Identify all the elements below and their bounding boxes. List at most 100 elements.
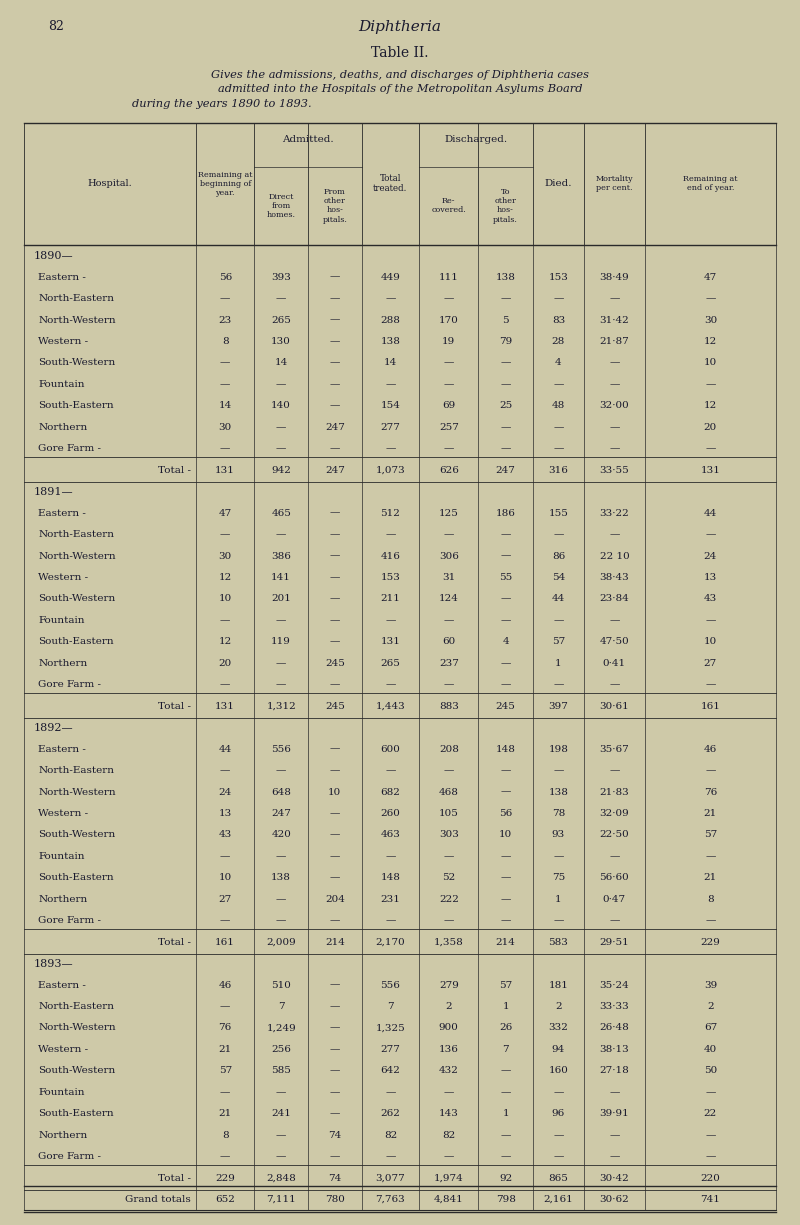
Text: 201: 201 [271,594,291,604]
Text: 30·42: 30·42 [599,1174,630,1182]
Text: —: — [501,294,510,303]
Text: 92: 92 [499,1174,512,1182]
Text: 463: 463 [381,831,400,839]
Text: —: — [554,616,563,625]
Text: 2,848: 2,848 [266,1174,296,1182]
Text: 30·61: 30·61 [599,702,630,710]
Text: —: — [330,316,340,325]
Text: admitted into the Hospitals of the Metropolitan Asylums Board: admitted into the Hospitals of the Metro… [218,85,582,94]
Text: —: — [706,916,715,925]
Text: 8: 8 [707,894,714,904]
Text: 29·51: 29·51 [599,937,630,947]
Text: 14: 14 [384,359,397,367]
Text: 13: 13 [704,573,717,582]
Text: 19: 19 [442,337,455,345]
Text: —: — [554,680,563,690]
Text: 556: 556 [381,980,400,990]
Text: 27: 27 [218,894,232,904]
Text: 510: 510 [271,980,291,990]
Text: —: — [501,423,510,432]
Text: 153: 153 [381,573,400,582]
Text: —: — [706,616,715,625]
Text: —: — [706,851,715,861]
Text: —: — [501,1131,510,1139]
Text: Northern: Northern [38,894,88,904]
Text: 50: 50 [704,1067,717,1076]
Text: 131: 131 [215,466,235,475]
Text: 56: 56 [499,808,512,818]
Text: —: — [386,530,395,539]
Text: 14: 14 [274,359,288,367]
Text: 247: 247 [271,808,291,818]
Text: Fountain: Fountain [38,851,85,861]
Text: —: — [330,337,340,345]
Text: —: — [501,530,510,539]
Text: 21: 21 [218,1045,232,1054]
Text: 288: 288 [381,316,400,325]
Text: 94: 94 [552,1045,565,1054]
Text: —: — [276,1131,286,1139]
Text: 1,325: 1,325 [375,1023,406,1033]
Text: 265: 265 [381,659,400,668]
Text: —: — [610,294,619,303]
Text: —: — [501,359,510,367]
Text: —: — [610,1153,619,1161]
Text: 211: 211 [381,594,400,604]
Text: 119: 119 [271,637,291,647]
Text: 4: 4 [502,637,509,647]
Text: Fountain: Fountain [38,1088,85,1096]
Text: Gore Farm -: Gore Farm - [38,1153,102,1161]
Text: 23: 23 [218,316,232,325]
Text: Re-
covered.: Re- covered. [431,197,466,214]
Text: —: — [276,423,286,432]
Text: 125: 125 [439,508,458,518]
Text: —: — [330,766,340,775]
Text: Total -: Total - [158,702,191,710]
Text: —: — [610,445,619,453]
Text: 2: 2 [555,1002,562,1011]
Text: 54: 54 [552,573,565,582]
Text: 2: 2 [446,1002,452,1011]
Text: 57: 57 [499,980,512,990]
Text: 160: 160 [549,1067,568,1076]
Text: —: — [330,1045,340,1054]
Text: Total -: Total - [158,466,191,475]
Text: North-Eastern: North-Eastern [38,294,114,303]
Text: —: — [220,680,230,690]
Text: —: — [276,894,286,904]
Text: 277: 277 [381,423,400,432]
Text: Fountain: Fountain [38,616,85,625]
Text: South-Eastern: South-Eastern [38,637,114,647]
Text: North-Western: North-Western [38,1023,116,1033]
Text: 27: 27 [704,659,717,668]
Text: 741: 741 [701,1196,720,1204]
Text: 204: 204 [325,894,345,904]
Text: 148: 148 [496,745,515,753]
Text: 5: 5 [502,316,509,325]
Text: Direct
from
homes.: Direct from homes. [266,192,296,219]
Text: —: — [554,1131,563,1139]
Text: —: — [444,294,454,303]
Text: 12: 12 [218,637,232,647]
Text: —: — [610,851,619,861]
Text: —: — [706,445,715,453]
Text: 43: 43 [704,594,717,604]
Text: 642: 642 [381,1067,400,1076]
Text: 12: 12 [704,337,717,345]
Text: South-Western: South-Western [38,831,116,839]
Text: 44: 44 [218,745,232,753]
Text: —: — [220,1088,230,1096]
Text: 131: 131 [215,702,235,710]
Text: 20: 20 [218,659,232,668]
Text: 47: 47 [218,508,232,518]
Text: —: — [330,359,340,367]
Text: South-Western: South-Western [38,594,116,604]
Text: —: — [330,273,340,282]
Text: 33·33: 33·33 [599,1002,630,1011]
Text: 1,443: 1,443 [375,702,406,710]
Text: Eastern -: Eastern - [38,273,86,282]
Text: —: — [330,445,340,453]
Text: —: — [330,594,340,604]
Text: 57: 57 [552,637,565,647]
Text: 105: 105 [439,808,458,818]
